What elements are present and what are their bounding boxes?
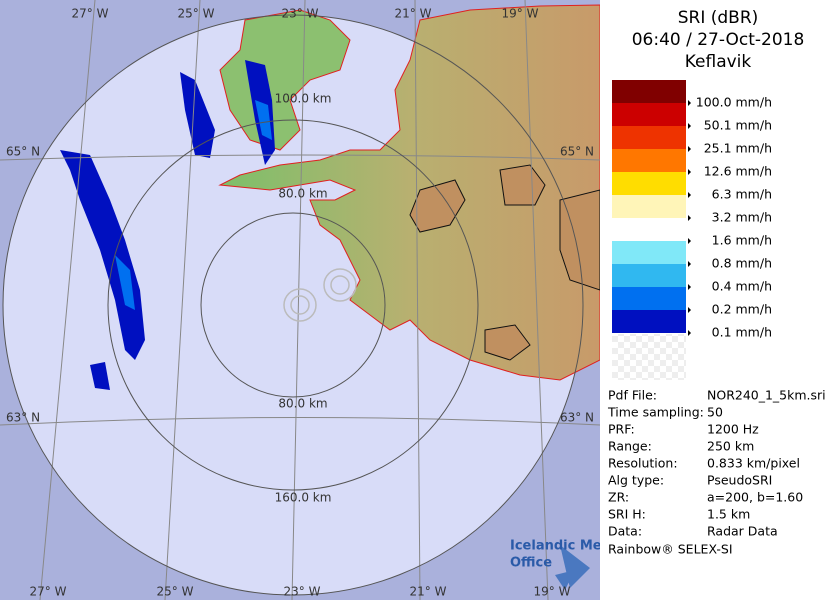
glacier [409, 179, 466, 233]
legend-label: 0.2 mm/h [712, 302, 772, 317]
legend-tick [688, 261, 691, 267]
radar-echo [115, 255, 135, 310]
panel-title: Keflavik [685, 52, 752, 72]
lon-label: 19° W [534, 585, 571, 599]
range-label: 100.0 km [275, 92, 332, 106]
legend-swatch [612, 241, 686, 264]
legend-swatch [612, 126, 686, 149]
legend-tick [688, 169, 691, 175]
legend-tick [688, 330, 691, 336]
legend-tick [688, 284, 691, 290]
info-value: 1200 Hz [707, 422, 759, 437]
lon-label: 25° W [178, 7, 215, 21]
footer: Rainbow® SELEX-SI [608, 542, 733, 557]
info-key: SRI H: [608, 507, 646, 522]
logo-text: Office [510, 556, 552, 571]
glacier [484, 324, 531, 361]
logo-icon [555, 545, 590, 590]
legend-label: 0.4 mm/h [712, 279, 772, 294]
lon-label: 23° W [282, 7, 319, 21]
panel-title: SRI (dBR) [678, 8, 759, 28]
legend-tick [688, 307, 691, 313]
lat-label: 65° N [560, 145, 594, 159]
lon-label: 19° W [502, 7, 539, 21]
info-value: 250 km [707, 439, 754, 454]
land-mainland [218, 4, 600, 381]
info-value: 0.833 km/pixel [707, 456, 800, 471]
info-key: Time sampling: [607, 405, 704, 420]
lat-label: 65° N [6, 145, 40, 159]
legend-swatch [612, 264, 686, 287]
lon-label: 21° W [395, 7, 432, 21]
info-value: 1.5 km [707, 507, 750, 522]
glacier [559, 189, 600, 291]
panel-title: 06:40 / 27-Oct-2018 [632, 30, 805, 50]
radar-echo [255, 100, 272, 140]
legend-label: 100.0 mm/h [696, 95, 772, 110]
info-value: NOR240_1_5km.sri [707, 388, 826, 403]
info-key: Pdf File: [608, 388, 657, 403]
lon-label: 21° W [410, 585, 447, 599]
legend-swatch [612, 195, 686, 218]
lon-label: 27° W [72, 7, 109, 21]
legend-label: 12.6 mm/h [704, 164, 772, 179]
legend-label: 3.2 mm/h [712, 210, 772, 225]
legend-tick [688, 192, 691, 198]
lat-label: 63° N [560, 411, 594, 425]
range-label: 80.0 km [278, 187, 327, 201]
legend-nodata [612, 334, 686, 380]
info-key: Alg type: [608, 473, 664, 488]
clutter-rings [283, 268, 357, 322]
range-label: 80.0 km [278, 397, 327, 411]
legend-label: 0.1 mm/h [712, 325, 772, 340]
legend-swatch [612, 218, 686, 241]
radar-echo [180, 72, 215, 158]
legend-label: 50.1 mm/h [704, 118, 772, 133]
legend-tick [688, 123, 691, 129]
range-label: 160.0 km [275, 491, 332, 505]
info-value: 50 [707, 405, 723, 420]
land-westfjords [219, 9, 351, 151]
info-value: a=200, b=1.60 [707, 490, 803, 505]
legend-swatch [612, 103, 686, 126]
graticule [0, 0, 600, 600]
lon-label: 25° W [157, 585, 194, 599]
legend-tick [688, 146, 691, 152]
lon-label: 23° W [284, 585, 321, 599]
info-key: Data: [608, 524, 642, 539]
glacier [499, 164, 546, 206]
legend-tick [688, 215, 691, 221]
legend-swatch [612, 310, 686, 333]
radar-echo [90, 362, 110, 390]
logo-text: Icelandic Met [510, 539, 600, 554]
info-key: ZR: [608, 490, 629, 505]
lat-label: 63° N [6, 411, 40, 425]
radar-echo [60, 150, 145, 360]
legend-swatch [612, 287, 686, 310]
legend-label: 0.8 mm/h [712, 256, 772, 271]
legend-swatch [612, 149, 686, 172]
info-key: PRF: [608, 422, 635, 437]
info-key: Resolution: [608, 456, 678, 471]
legend-swatch [612, 80, 686, 103]
legend-tick [688, 238, 691, 244]
legend-tick [688, 100, 691, 106]
panel-bg [600, 0, 837, 600]
map-layer [0, 0, 600, 600]
lon-label: 27° W [30, 585, 67, 599]
info-value: PseudoSRI [707, 473, 772, 488]
range-rings [2, 14, 584, 596]
info-value: Radar Data [707, 524, 778, 539]
legend-swatch [612, 172, 686, 195]
legend-label: 6.3 mm/h [712, 187, 772, 202]
legend-label: 1.6 mm/h [712, 233, 772, 248]
info-key: Range: [608, 439, 652, 454]
legend-label: 25.1 mm/h [704, 141, 772, 156]
radar-map: 27° W 25° W 23° W 21° W 19° W 27° W 25° W 23° W… [0, 0, 600, 600]
